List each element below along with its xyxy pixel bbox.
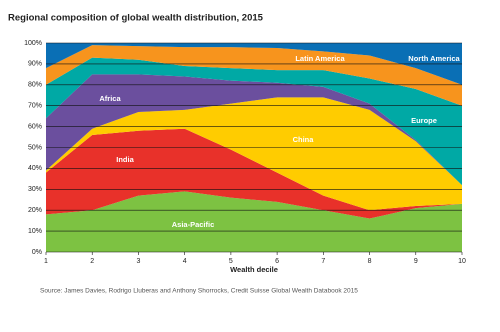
chart-title: Regional composition of global wealth di… xyxy=(8,13,264,24)
area xyxy=(46,128,462,219)
area-label: Asia-Pacific xyxy=(172,220,215,229)
y-tick-label: 20% xyxy=(28,207,42,214)
y-tick-label: 50% xyxy=(28,144,42,151)
x-tick-label: 8 xyxy=(368,258,372,265)
area-label: North America xyxy=(408,54,460,63)
x-tick-label: 10 xyxy=(458,258,466,265)
x-tick-label: 3 xyxy=(136,258,140,265)
area xyxy=(46,74,462,186)
x-tick-label: 7 xyxy=(321,258,325,265)
y-tick-label: 0% xyxy=(32,249,42,256)
area-label: Africa xyxy=(99,94,121,103)
y-tick-label: 10% xyxy=(28,228,42,235)
area xyxy=(46,97,462,211)
area xyxy=(46,45,462,106)
x-tick-label: 1 xyxy=(44,258,48,265)
y-tick-label: 90% xyxy=(28,61,42,68)
area-label: China xyxy=(293,135,315,144)
area xyxy=(46,191,462,252)
y-tick-label: 40% xyxy=(28,165,42,172)
x-tick-label: 9 xyxy=(414,258,418,265)
x-tick-label: 4 xyxy=(183,258,187,265)
y-tick-label: 30% xyxy=(28,186,42,193)
source-note: Source: James Davies, Rodrigo Lluberas a… xyxy=(40,288,358,295)
area-label: Latin America xyxy=(295,54,345,63)
area-label: India xyxy=(116,155,134,164)
area-label: Europe xyxy=(411,116,437,125)
x-tick-label: 5 xyxy=(229,258,233,265)
x-tick-label: 2 xyxy=(90,258,94,265)
area xyxy=(46,43,462,85)
y-tick-label: 80% xyxy=(28,82,42,89)
x-tick-label: 6 xyxy=(275,258,279,265)
y-tick-label: 70% xyxy=(28,103,42,110)
y-tick-label: 100% xyxy=(24,40,42,47)
y-tick-label: 60% xyxy=(28,123,42,130)
x-axis-label: Wealth decile xyxy=(230,265,278,274)
area xyxy=(46,57,462,186)
